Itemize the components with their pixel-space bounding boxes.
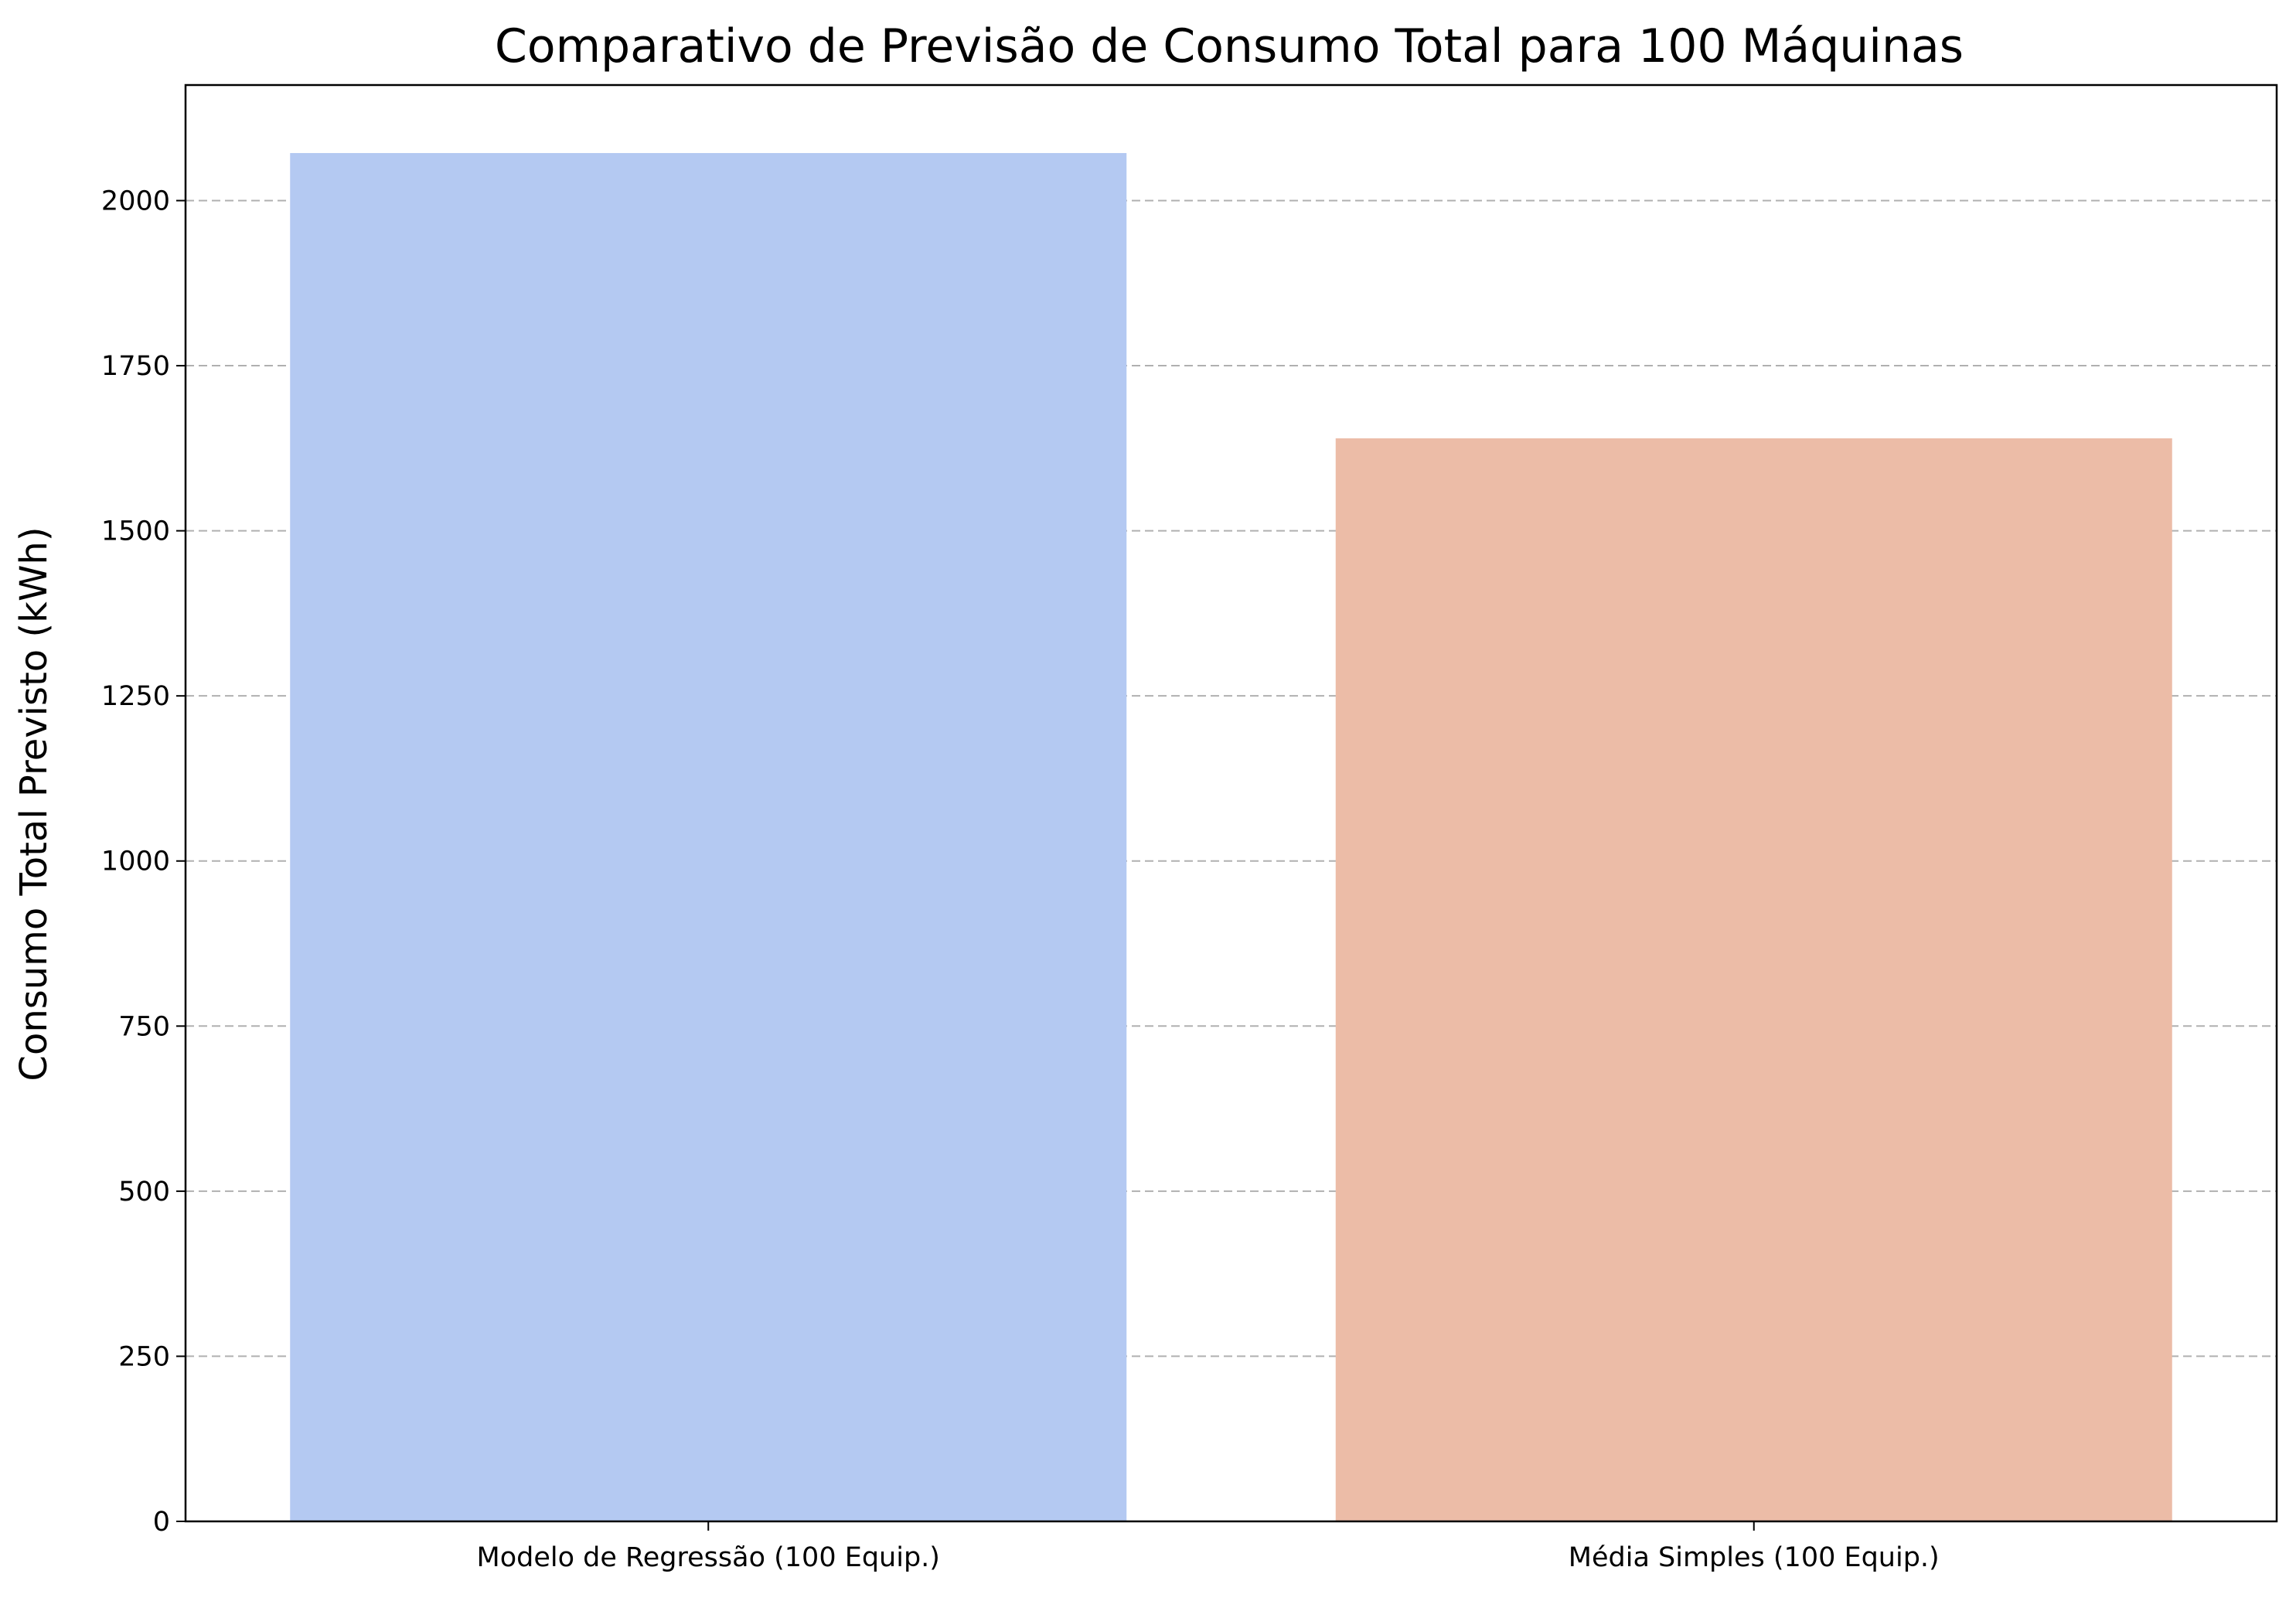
- y-tick-label: 750: [118, 1011, 170, 1042]
- y-axis-label: Consumo Total Previsto (kWh): [12, 526, 56, 1081]
- y-tick-label: 2000: [101, 186, 170, 216]
- plot-frame: [184, 83, 2278, 1523]
- y-tick-label: 1500: [101, 516, 170, 547]
- bars: [290, 152, 2172, 1522]
- y-tick-label: 0: [153, 1507, 170, 1538]
- x-tick-label: Média Simples (100 Equip.): [1569, 1542, 1940, 1573]
- y-tick-label: 1000: [101, 846, 170, 877]
- x-tick-label: Modelo de Regressão (100 Equip.): [477, 1542, 940, 1573]
- y-axis-ticks: 0 250 500 750 1000 1250 1500 1750 2000: [101, 186, 186, 1538]
- bar-1: [290, 152, 1127, 1522]
- x-axis-ticks: Modelo de Regressão (100 Equip.) Média Si…: [477, 1521, 1940, 1573]
- y-tick-label: 500: [118, 1177, 170, 1208]
- y-tick-label: 1750: [101, 351, 170, 382]
- chart-title: Comparativo de Previsão de Consumo Total…: [495, 19, 1964, 73]
- bar-2: [1335, 438, 2172, 1521]
- y-tick-label: 1250: [101, 681, 170, 712]
- y-tick-label: 250: [118, 1341, 170, 1372]
